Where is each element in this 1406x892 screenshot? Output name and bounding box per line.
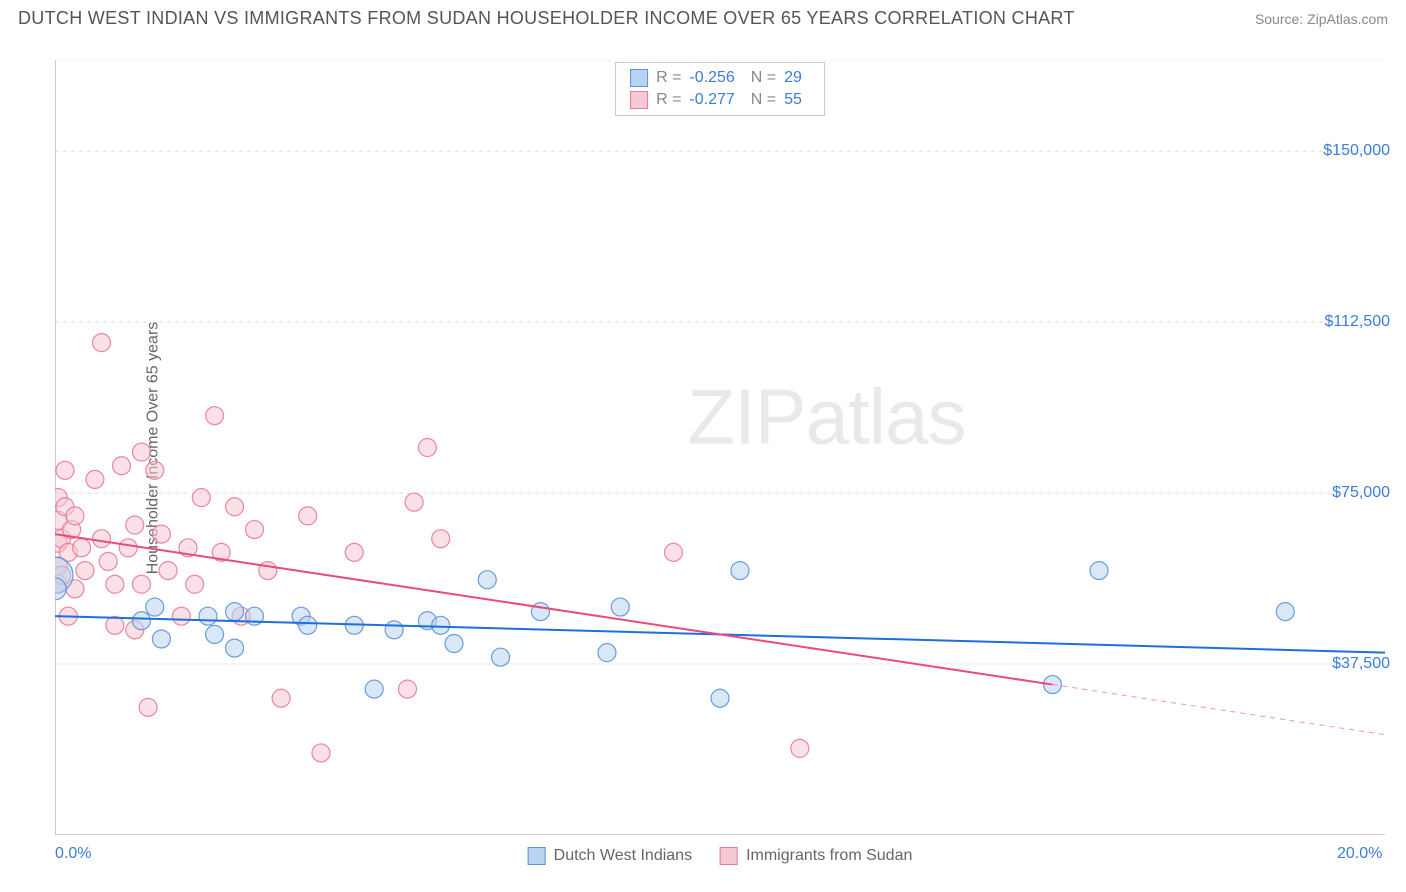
y-tick-label: $37,500 <box>1332 655 1390 673</box>
scatter-plot <box>55 60 1385 835</box>
y-tick-label: $150,000 <box>1323 142 1390 160</box>
stat-n-value-b: 55 <box>784 91 802 109</box>
stat-label: R = <box>656 91 681 109</box>
stat-r-value-b: -0.277 <box>689 91 734 109</box>
stat-label: R = <box>656 69 681 87</box>
correlation-stats-box: R = -0.256 N = 29 R = -0.277 N = 55 <box>615 62 825 116</box>
legend: Dutch West Indians Immigrants from Sudan <box>528 847 913 865</box>
swatch-series-b <box>630 91 648 109</box>
stat-label: N = <box>751 69 776 87</box>
swatch-series-a <box>630 69 648 87</box>
legend-item-series-b: Immigrants from Sudan <box>720 847 912 865</box>
swatch-series-a <box>528 847 546 865</box>
chart-title: DUTCH WEST INDIAN VS IMMIGRANTS FROM SUD… <box>18 8 1075 29</box>
stats-row-series-a: R = -0.256 N = 29 <box>630 67 810 89</box>
legend-label-b: Immigrants from Sudan <box>746 847 912 865</box>
x-tick-label: 20.0% <box>1337 845 1382 863</box>
stats-row-series-b: R = -0.277 N = 55 <box>630 89 810 111</box>
stat-label: N = <box>751 91 776 109</box>
stat-n-value-a: 29 <box>784 69 802 87</box>
chart-container: Householder Income Over 65 years ZIPatla… <box>55 60 1385 835</box>
legend-item-series-a: Dutch West Indians <box>528 847 692 865</box>
source-attribution: Source: ZipAtlas.com <box>1255 11 1388 27</box>
x-tick-label: 0.0% <box>55 845 91 863</box>
legend-label-a: Dutch West Indians <box>554 847 692 865</box>
stat-r-value-a: -0.256 <box>689 69 734 87</box>
swatch-series-b <box>720 847 738 865</box>
y-tick-label: $112,500 <box>1324 313 1390 331</box>
y-tick-label: $75,000 <box>1332 484 1390 502</box>
